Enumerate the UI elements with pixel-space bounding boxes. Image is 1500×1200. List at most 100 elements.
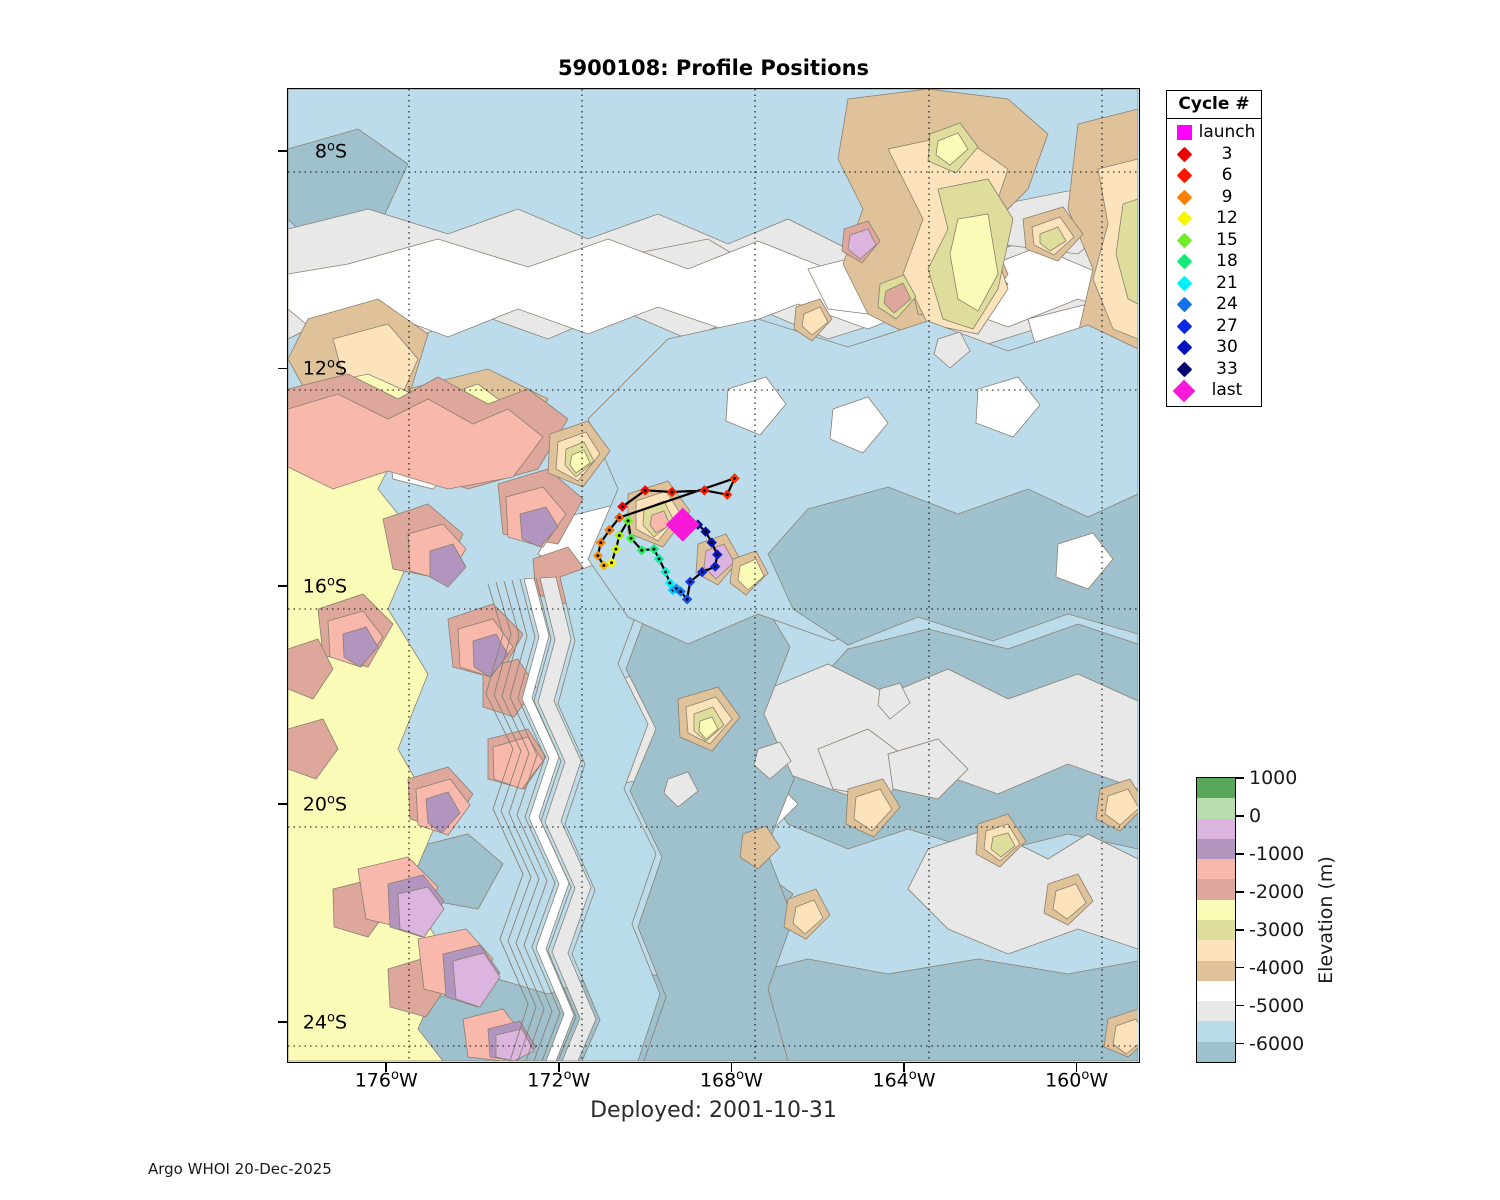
x-tick-mark	[557, 1063, 560, 1072]
legend-item[interactable]: 21	[1167, 273, 1261, 295]
profile-point-center	[710, 541, 714, 545]
colorbar-tick-label: -6000	[1249, 1032, 1305, 1055]
colorbar-band	[1197, 980, 1235, 1002]
profile-point-center	[715, 553, 719, 557]
profile-point-center	[725, 493, 729, 497]
profile-point-center	[688, 580, 692, 584]
legend-item-label: last	[1211, 380, 1243, 401]
legend-marker-diamond-icon	[1171, 167, 1197, 184]
legend-item-label: 18	[1216, 251, 1238, 272]
legend-item[interactable]: 27	[1167, 316, 1261, 338]
legend-item[interactable]: 15	[1167, 230, 1261, 252]
y-tick-mark	[278, 1021, 287, 1023]
y-tick-label: 8oS	[314, 138, 347, 163]
legend-marker-diamond-icon	[1171, 318, 1197, 335]
legend-marker-diamond-icon	[1171, 232, 1197, 249]
colorbar-tick-label: -1000	[1249, 842, 1305, 865]
y-tick-label: 16oS	[302, 574, 347, 598]
colorbar-band	[1197, 798, 1235, 819]
y-tick-label: 24oS	[302, 1010, 347, 1034]
colorbar-tick-label: -3000	[1249, 918, 1305, 941]
profile-point-center	[702, 488, 706, 492]
legend-item[interactable]: 33	[1167, 359, 1261, 381]
colorbar-band	[1197, 1041, 1235, 1062]
legend-marker-diamond-icon	[1171, 339, 1197, 356]
profile-point-center	[617, 534, 621, 538]
map-plot-area[interactable]	[287, 88, 1140, 1063]
profile-point-center	[674, 586, 678, 590]
colorbar-tick-label: -5000	[1249, 994, 1305, 1017]
profile-point-center	[602, 563, 606, 567]
profile-point-center	[596, 554, 600, 558]
legend-item[interactable]: last	[1167, 379, 1261, 403]
colorbar-tick-mark	[1236, 928, 1244, 931]
colorbar-band	[1197, 838, 1235, 860]
legend-item-label: 24	[1216, 294, 1238, 315]
x-tick-label: 164oW	[872, 1068, 936, 1092]
legend-item[interactable]: 3	[1167, 144, 1261, 166]
profile-point-center	[607, 528, 611, 532]
colorbar-tick-label: 0	[1249, 804, 1262, 827]
legend-swatch	[1176, 296, 1192, 313]
legend-item-label: 21	[1216, 272, 1238, 293]
legend-item[interactable]: 18	[1167, 251, 1261, 273]
colorbar-band	[1197, 859, 1235, 880]
profile-point-center	[713, 565, 717, 569]
x-tick-label: 168oW	[699, 1068, 763, 1092]
profile-point-center	[629, 536, 633, 540]
legend-item[interactable]: 9	[1167, 187, 1261, 209]
legend-item-label: 15	[1216, 229, 1238, 250]
legend-item-label: 3	[1221, 143, 1233, 164]
page-title: 5900108: Profile Positions	[557, 56, 870, 80]
legend-marker-diamond-icon	[1171, 146, 1197, 163]
colorbar-tick-mark	[1236, 966, 1244, 969]
legend-title: Cycle #	[1167, 91, 1261, 119]
legend-item[interactable]: 6	[1167, 165, 1261, 187]
colorbar-tick-mark	[1236, 1042, 1244, 1045]
legend-item-label: 27	[1216, 315, 1238, 336]
y-tick-mark	[278, 149, 287, 152]
x-tick-label: 172oW	[527, 1068, 591, 1092]
colorbar-tick-label: 1000	[1249, 767, 1298, 789]
legend-item-label: launch	[1198, 122, 1256, 143]
profile-point-center	[679, 590, 683, 594]
profile-point-center	[733, 476, 737, 480]
legend-item-label: 12	[1216, 208, 1238, 229]
legend-marker-diamond-icon	[1171, 275, 1197, 292]
colorbar-band	[1197, 818, 1235, 839]
y-tick-label: 20oS	[302, 792, 347, 816]
colorbar-tick-mark	[1236, 1004, 1244, 1007]
legend-marker-diamond-icon	[1171, 296, 1197, 313]
x-tick-mark	[385, 1063, 388, 1072]
colorbar-tick-mark	[1236, 815, 1244, 817]
colorbar-tick-label: -2000	[1249, 880, 1305, 903]
legend-marker-diamond-large-icon	[1171, 379, 1197, 403]
legend-swatch	[1176, 167, 1192, 184]
legend-item[interactable]: 30	[1167, 337, 1261, 359]
last-position-marker[interactable]	[665, 507, 700, 542]
legend-swatch	[1176, 189, 1192, 206]
legend-item-label: 30	[1216, 337, 1238, 358]
legend-item-label: 6	[1221, 165, 1233, 186]
profile-point-center	[664, 570, 668, 574]
profile-point-center	[610, 561, 614, 565]
legend-items: launch 3 6 9 12 15 18 21 24 27 30 33 last	[1167, 119, 1261, 406]
cycle-legend[interactable]: Cycle # launch 3 6 9 12 15 18 21 24 27 30 33 last	[1166, 90, 1262, 407]
elevation-colorbar	[1196, 777, 1236, 1063]
bathymetry-map	[288, 89, 1138, 1061]
legend-item[interactable]: 24	[1167, 294, 1261, 316]
legend-marker-diamond-icon	[1171, 189, 1197, 206]
profile-point-center	[652, 547, 656, 551]
colorbar-band	[1197, 879, 1235, 900]
legend-item[interactable]: launch	[1167, 122, 1261, 144]
legend-marker-diamond-icon	[1171, 253, 1197, 270]
y-tick-mark	[278, 585, 287, 588]
legend-item[interactable]: 12	[1167, 208, 1261, 230]
profile-point-center	[626, 519, 630, 523]
x-tick-mark	[730, 1063, 733, 1072]
legend-marker-square-icon	[1171, 125, 1197, 141]
legend-swatch	[1176, 339, 1192, 356]
y-tick-mark	[278, 803, 287, 806]
colorbar-tick-label: -4000	[1249, 956, 1305, 979]
colorbar-tick-mark	[1236, 853, 1244, 855]
